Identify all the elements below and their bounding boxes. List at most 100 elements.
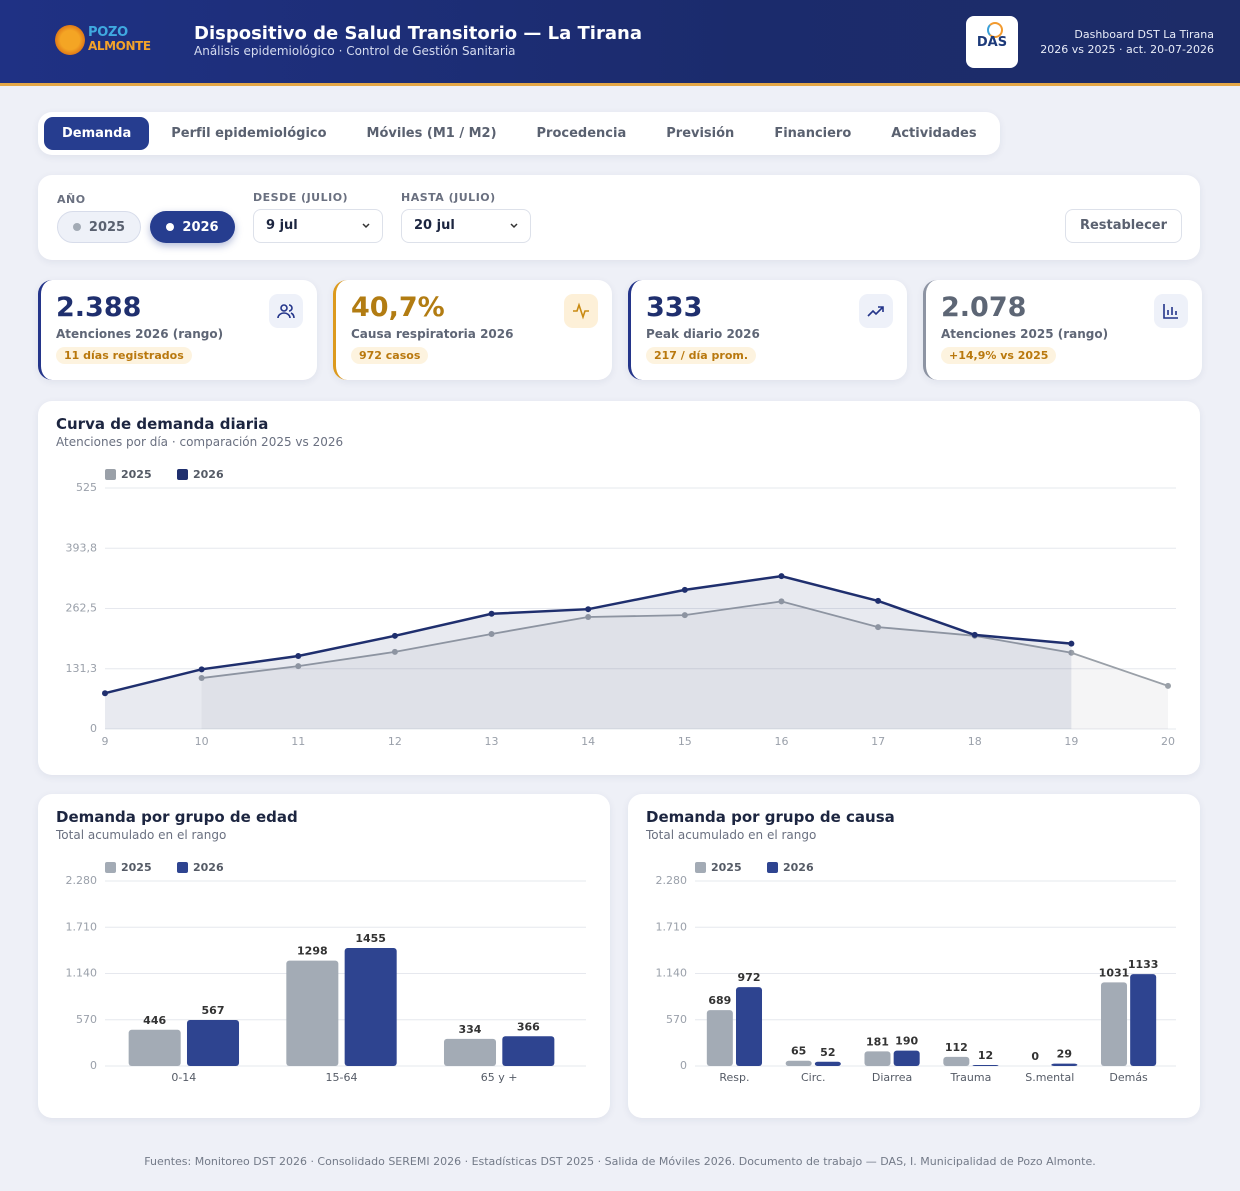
kpi-badge: 217 / día prom. <box>646 347 757 364</box>
value-label: 1133 <box>1128 958 1159 971</box>
reset-button[interactable]: Restablecer <box>1065 209 1182 243</box>
x-tick-label: 9 <box>102 735 109 748</box>
tab[interactable]: Previsión <box>666 126 735 141</box>
y-tick-label: 0 <box>90 722 97 735</box>
header: POZO ALMONTE Dispositivo de Salud Transi… <box>0 0 1240 86</box>
value-label: 1031 <box>1099 966 1130 979</box>
header-title: Dispositivo de Salud Transitorio — La Ti… <box>194 23 642 44</box>
kpi-card: 333 Peak diario 2026 217 / día prom. <box>628 280 907 380</box>
value-label: 689 <box>708 994 731 1007</box>
x-tick-label: 17 <box>871 735 885 748</box>
legend-label: 2025 <box>121 468 152 481</box>
y-tick-label: 1.140 <box>66 967 98 980</box>
data-point <box>778 573 785 580</box>
kpi-label: Peak diario 2026 <box>646 327 760 341</box>
tab[interactable]: Procedencia <box>536 126 627 141</box>
meta-line: Dashboard DST La Tirana <box>1074 28 1214 41</box>
data-point <box>198 675 205 682</box>
tab[interactable]: Móviles (M1 / M2) <box>366 126 497 141</box>
select-value: 9 jul <box>266 218 298 233</box>
kpi-value: 2.388 <box>56 292 142 323</box>
data-point <box>391 632 398 639</box>
data-point <box>1068 649 1075 656</box>
data-point <box>585 606 592 613</box>
legend-swatch <box>177 862 188 873</box>
tab-bar: Demanda Perfil epidemiológico Móviles (M… <box>38 112 1000 155</box>
legend-label: 2026 <box>783 861 814 874</box>
from-select[interactable]: 9 jul <box>253 209 383 243</box>
kpi-icon <box>1154 294 1188 328</box>
bar <box>864 1051 891 1066</box>
x-tick-label: 13 <box>485 735 499 748</box>
chart-subtitle: Total acumulado en el rango <box>646 828 817 842</box>
x-tick-label: Demás <box>1109 1071 1148 1084</box>
logo-text: ALMONTE <box>88 39 151 53</box>
kpi-card: 2.078 Atenciones 2025 (rango) +14,9% vs … <box>923 280 1202 380</box>
value-label: 112 <box>945 1041 968 1054</box>
tab[interactable]: Demanda <box>44 117 150 150</box>
x-tick-label: Trauma <box>950 1071 992 1084</box>
bar-chart-card: Demanda por grupo de edad Total acumulad… <box>38 794 610 1118</box>
to-select[interactable]: 20 jul <box>401 209 531 243</box>
data-point <box>971 631 978 638</box>
x-tick-label: 11 <box>291 735 305 748</box>
legend-swatch <box>767 862 778 873</box>
legend-label: 2026 <box>193 861 224 874</box>
filters: AÑO 2025 2026 DESDE (JULIO) 9 jul HASTA … <box>38 175 1200 260</box>
bar <box>814 1061 841 1066</box>
footer: Fuentes: Monitoreo DST 2026 · Consolidad… <box>144 1155 1096 1168</box>
bar <box>1130 974 1157 1066</box>
value-label: 567 <box>202 1004 225 1017</box>
x-tick-label: Circ. <box>801 1071 826 1084</box>
filter-label: AÑO <box>57 193 86 206</box>
y-tick-label: 1.710 <box>656 920 688 933</box>
value-label: 12 <box>978 1049 993 1062</box>
data-point <box>1068 640 1075 647</box>
x-tick-label: 18 <box>968 735 982 748</box>
legend-label: 2025 <box>711 861 742 874</box>
kpi-icon <box>859 294 893 328</box>
y-tick-label: 525 <box>76 481 97 494</box>
data-point <box>488 630 495 637</box>
year-text: 2026 <box>182 219 219 235</box>
tab[interactable]: Financiero <box>774 126 852 141</box>
value-label: 181 <box>866 1035 889 1048</box>
meta-line: 2026 vs 2025 · act. 20-07-2026 <box>1040 43 1214 56</box>
year-text: 2025 <box>88 219 126 235</box>
legend-label: 2025 <box>121 861 152 874</box>
data-point <box>295 663 302 670</box>
kpi-label: Atenciones 2025 (rango) <box>941 327 1109 341</box>
value-label: 52 <box>820 1046 835 1059</box>
bar-chart: 0 570 1.140 1.710 2.280 2025 2026 Resp. 689 972 Ci… <box>656 861 1176 1084</box>
x-tick-label: 19 <box>1064 735 1078 748</box>
das-text: DAS <box>976 35 1008 50</box>
logo-text: POZO <box>88 25 128 40</box>
bar <box>893 1050 920 1066</box>
x-tick-label: 16 <box>774 735 788 748</box>
year-button[interactable]: 2026 <box>150 211 235 243</box>
x-tick-label: 14 <box>581 735 595 748</box>
bar <box>502 1036 555 1066</box>
tab[interactable]: Actividades <box>891 126 977 141</box>
year-button[interactable]: 2025 <box>57 211 141 243</box>
kpi-value: 2.078 <box>941 292 1027 323</box>
value-label: 1455 <box>355 932 386 945</box>
data-point <box>488 610 495 617</box>
kpi-card: 40,7% Causa respiratoria 2026 972 casos <box>333 280 612 380</box>
x-tick-label: 65 y + <box>481 1071 518 1084</box>
data-point <box>681 586 688 593</box>
y-tick-label: 570 <box>666 1013 687 1026</box>
tab[interactable]: Perfil epidemiológico <box>171 126 327 141</box>
line-chart-card: Curva de demanda diaria Atenciones por d… <box>38 401 1200 775</box>
kpi-card: 2.388 Atenciones 2026 (rango) 11 días re… <box>38 280 317 380</box>
kpi-badge: +14,9% vs 2025 <box>941 347 1057 364</box>
x-tick-label: 15 <box>678 735 692 748</box>
bar <box>443 1038 497 1066</box>
data-point <box>778 598 785 605</box>
y-tick-label: 1.710 <box>66 920 98 933</box>
chart-title: Curva de demanda diaria <box>56 415 269 433</box>
logo: POZO ALMONTE <box>55 22 155 60</box>
legend-swatch <box>695 862 706 873</box>
